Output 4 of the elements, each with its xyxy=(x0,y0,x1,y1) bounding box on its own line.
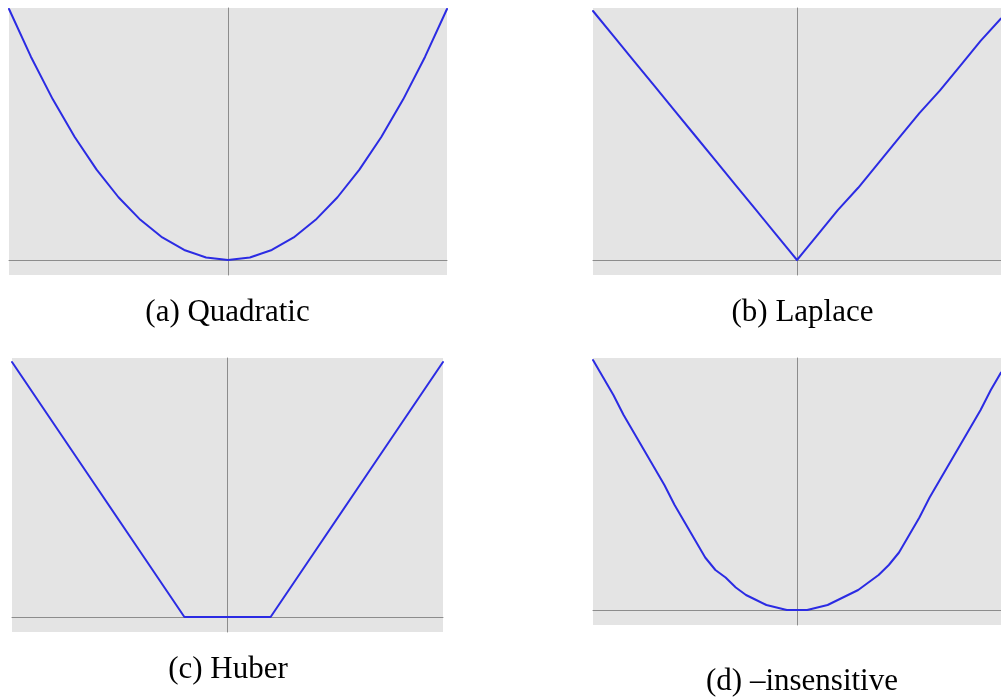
text: (a) Quadratic xyxy=(145,293,310,328)
text: (d) –insensitive xyxy=(706,662,898,697)
text: (c) Huber xyxy=(168,650,289,685)
text: (b) Laplace xyxy=(731,293,874,328)
